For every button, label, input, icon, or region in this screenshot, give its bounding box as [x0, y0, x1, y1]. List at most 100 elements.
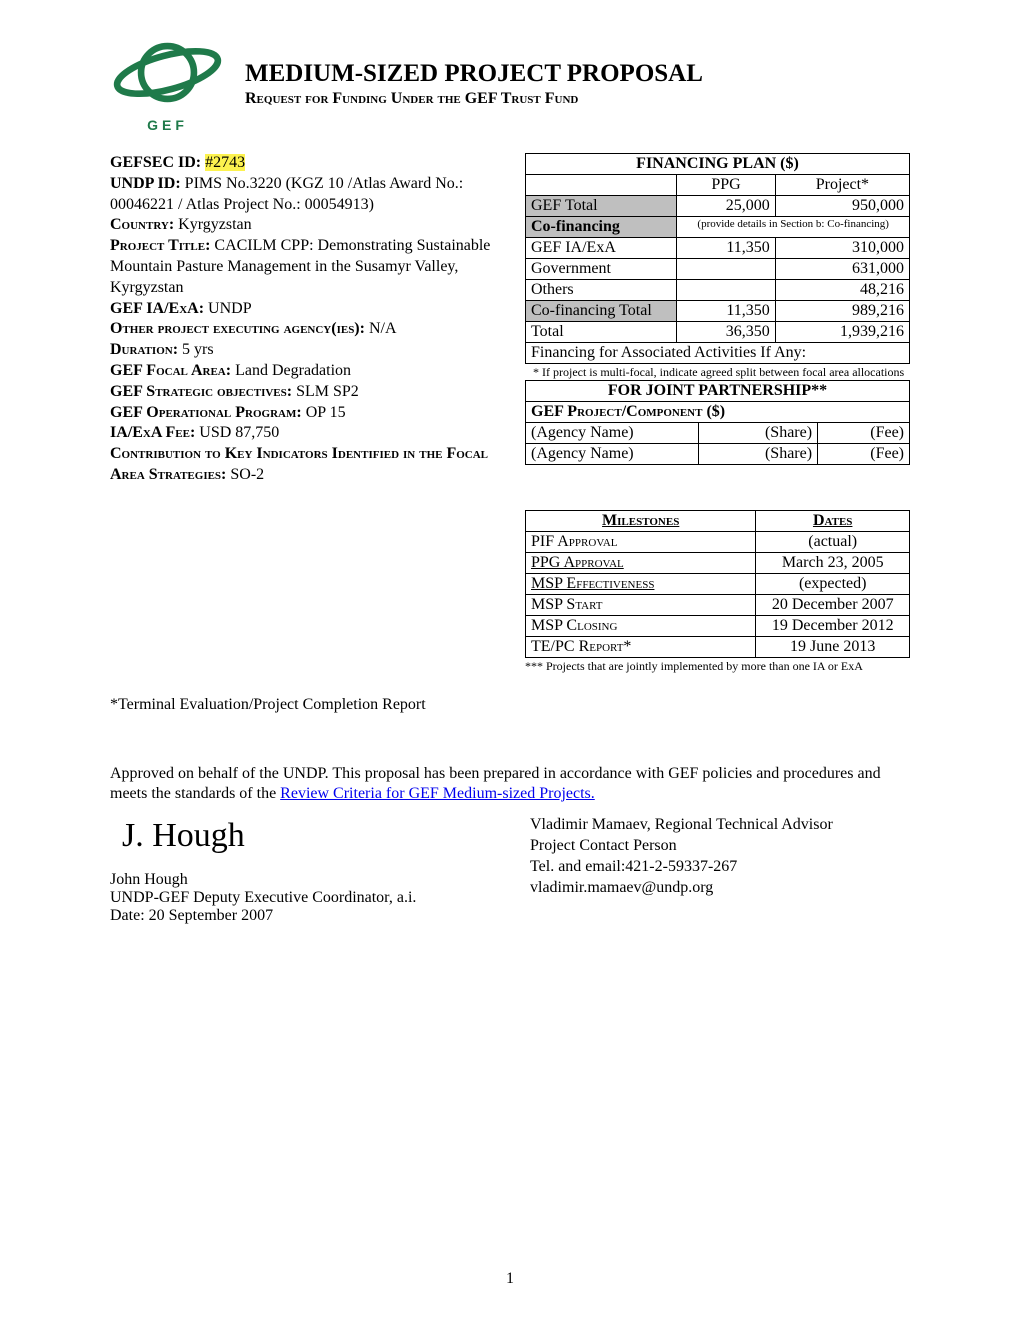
assoc-activities: Financing for Associated Activities If A…: [526, 343, 910, 364]
strat-row: GEF Strategic objectives: SLM SP2: [110, 382, 510, 403]
financing-table: FINANCING PLAN ($) PPG Project* GEF Tota…: [525, 153, 910, 364]
table-row: Co-financing (provide details in Section…: [526, 217, 910, 238]
content-row: GEFSEC ID: #2743 UNDP ID: PIMS No.3220 (…: [110, 153, 910, 674]
contrib-row: Contribution to Key Indicators Identifie…: [110, 444, 510, 486]
te-footnote: *Terminal Evaluation/Project Completion …: [110, 696, 910, 714]
msp-start-date: 20 December 2007: [756, 594, 910, 615]
focal-value: Land Degradation: [235, 362, 351, 379]
tepc-report: TE/PC Report*: [526, 636, 756, 657]
table-row: Milestones Dates: [526, 510, 910, 531]
ptitle-row: Project Title: CACILM CPP: Demonstrating…: [110, 236, 510, 298]
table-row: GEF Total 25,000 950,000: [526, 196, 910, 217]
undp-label: UNDP ID:: [110, 175, 181, 192]
table-row: FINANCING PLAN ($): [526, 154, 910, 175]
gov-project: 631,000: [775, 259, 909, 280]
gef-total-ppg: 25,000: [677, 196, 775, 217]
header: GEF MEDIUM-SIZED PROJECT PROPOSAL Reques…: [110, 30, 910, 133]
ia-row: GEF IA/ExA: UNDP: [110, 299, 510, 320]
country-row: Country: Kyrgyzstan: [110, 215, 510, 236]
table-row: PPG Project*: [526, 175, 910, 196]
gef-logo-block: GEF: [110, 30, 225, 133]
focal-label: GEF Focal Area:: [110, 362, 231, 379]
contrib-value: SO-2: [230, 466, 264, 483]
pif-approval: PIF Approval: [526, 531, 756, 552]
signature-row: J. Hough John Hough UNDP-GEF Deputy Exec…: [110, 815, 910, 925]
financing-title: FINANCING PLAN ($): [526, 154, 910, 175]
focal-row: GEF Focal Area: Land Degradation: [110, 361, 510, 382]
agency-name: (Agency Name): [526, 422, 699, 443]
msp-effectiveness-date: (expected): [756, 573, 910, 594]
msp-start: MSP Start: [526, 594, 756, 615]
op-row: GEF Operational Program: OP 15: [110, 403, 510, 424]
fee-row: IA/ExA Fee: USD 87,750: [110, 423, 510, 444]
ppg-approval: PPG Approval: [526, 552, 756, 573]
gef-ia-project: 310,000: [775, 238, 909, 259]
table-row: MSP Effectiveness (expected): [526, 573, 910, 594]
signature-script: J. Hough: [122, 819, 505, 853]
country-value: Kyrgyzstan: [178, 216, 251, 233]
contact-role: Project Contact Person: [530, 836, 910, 857]
table-row: PIF Approval (actual): [526, 531, 910, 552]
other-label: Other project executing agency(ies):: [110, 320, 365, 337]
approval-text: Approved on behalf of the UNDP. This pro…: [110, 764, 910, 806]
table-row: Government 631,000: [526, 259, 910, 280]
spacer: [110, 853, 505, 871]
table-row: MSP Closing 19 December 2012: [526, 615, 910, 636]
duration-value: 5 yrs: [182, 341, 214, 358]
table-row: GEF Project/Component ($): [526, 401, 910, 422]
signer-name: John Hough: [110, 871, 505, 889]
others-project: 48,216: [775, 280, 909, 301]
msp-closing-date: 19 December 2012: [756, 615, 910, 636]
agency-share: (Share): [698, 443, 817, 464]
table-row: Financing for Associated Activities If A…: [526, 343, 910, 364]
duration-label: Duration:: [110, 341, 178, 358]
gef-total-project: 950,000: [775, 196, 909, 217]
msp-closing: MSP Closing: [526, 615, 756, 636]
agency-fee: (Fee): [818, 422, 910, 443]
gef-ia-label: GEF IA/ExA: [526, 238, 677, 259]
dates-title: Dates: [756, 510, 910, 531]
contact-tel: Tel. and email:421-2-59337-267: [530, 857, 910, 878]
agency-fee: (Fee): [818, 443, 910, 464]
strat-label: GEF Strategic objectives:: [110, 383, 292, 400]
joint-table: FOR JOINT PARTNERSHIP** GEF Project/Comp…: [525, 380, 910, 465]
gefsec-row: GEFSEC ID: #2743: [110, 153, 510, 174]
table-row: MSP Start 20 December 2007: [526, 594, 910, 615]
col-ppg: PPG: [677, 175, 775, 196]
review-criteria-link[interactable]: Review Criteria for GEF Medium-sized Pro…: [280, 785, 595, 802]
other-row: Other project executing agency(ies): N/A: [110, 319, 510, 340]
sub-title: Request for Funding Under the GEF Trust …: [245, 90, 703, 108]
cofin-label-text: Co-financing: [531, 218, 620, 235]
gef-ia-ppg: 11,350: [677, 238, 775, 259]
financing-note: * If project is multi-focal, indicate ag…: [533, 366, 910, 380]
signer-role: UNDP-GEF Deputy Executive Coordinator, a…: [110, 889, 505, 907]
ia-label: GEF IA/ExA:: [110, 300, 204, 317]
strat-value: SLM SP2: [296, 383, 359, 400]
milestones-table: Milestones Dates PIF Approval (actual) P…: [525, 510, 910, 658]
page-number: 1: [0, 1270, 1020, 1288]
col-project: Project*: [775, 175, 909, 196]
joint-title: FOR JOINT PARTNERSHIP**: [526, 380, 910, 401]
table-row: (Agency Name) (Share) (Fee): [526, 422, 910, 443]
others-label: Others: [526, 280, 677, 301]
gefsec-label: GEFSEC ID:: [110, 154, 201, 171]
contact-block: Vladimir Mamaev, Regional Technical Advi…: [530, 815, 910, 925]
fee-value: USD 87,750: [199, 424, 279, 441]
main-title: MEDIUM-SIZED PROJECT PROPOSAL: [245, 60, 703, 88]
contact-name: Vladimir Mamaev, Regional Technical Advi…: [530, 815, 910, 836]
op-value: OP 15: [306, 404, 346, 421]
contact-email: vladimir.mamaev@undp.org: [530, 878, 910, 899]
signature-block: J. Hough John Hough UNDP-GEF Deputy Exec…: [110, 815, 505, 925]
other-value: N/A: [369, 320, 397, 337]
op-label: GEF Operational Program:: [110, 404, 302, 421]
msp-effectiveness: MSP Effectiveness: [526, 573, 756, 594]
others-ppg: [677, 280, 775, 301]
tepc-report-date: 19 June 2013: [756, 636, 910, 657]
duration-row: Duration: 5 yrs: [110, 340, 510, 361]
gov-ppg: [677, 259, 775, 280]
gov-label: Government: [526, 259, 677, 280]
gef-planet-icon: [110, 30, 225, 115]
table-row: PPG Approval March 23, 2005: [526, 552, 910, 573]
ppg-approval-date: March 23, 2005: [756, 552, 910, 573]
total-label: Total: [526, 322, 677, 343]
